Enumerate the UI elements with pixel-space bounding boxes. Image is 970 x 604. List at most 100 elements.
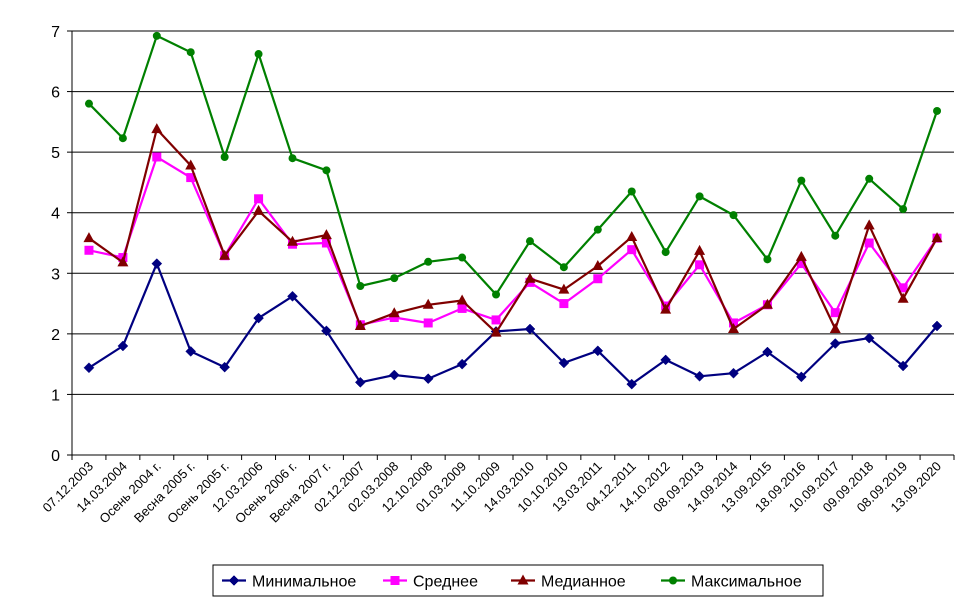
series-2-point [287, 235, 298, 246]
series-0-point [456, 358, 468, 370]
series-2-point [897, 292, 909, 303]
series-0-point [287, 290, 298, 302]
y-tick-label: 4 [51, 206, 60, 223]
y-tick-label: 5 [51, 145, 60, 162]
y-tick-label: 7 [51, 24, 60, 41]
series-0-point [219, 361, 231, 373]
series-3-point [933, 106, 942, 115]
series-0-point [795, 371, 807, 383]
series-3 [84, 31, 942, 299]
series-0-point [321, 325, 332, 337]
series-2-point [524, 272, 536, 283]
legend-swatch-marker [669, 576, 677, 585]
series-1-point [559, 299, 569, 309]
series-3-point [899, 205, 908, 214]
y-tick-label: 2 [51, 327, 60, 344]
series-1-point [830, 308, 840, 318]
series-0-point [592, 345, 604, 357]
series-0-point [660, 354, 672, 366]
legend-label: Максимальное [691, 574, 802, 591]
series-3-point [525, 237, 534, 246]
series-2 [83, 123, 943, 337]
series-1-point [254, 194, 264, 204]
series-1-point [152, 152, 162, 162]
series-2-point [354, 319, 366, 330]
series-3-point [627, 187, 636, 196]
series-0-point [422, 373, 434, 385]
series-3-point [458, 253, 467, 262]
y-axis-ticks: 0 1 2 3 4 5 6 7 [51, 24, 60, 465]
series-0-point [558, 357, 570, 369]
series-1-point [491, 315, 501, 325]
series-3-point [424, 257, 433, 266]
series-0-point [931, 320, 943, 332]
series-0-point [185, 346, 197, 357]
series-3-point [797, 176, 806, 185]
series-2-point [558, 283, 570, 294]
gridlines [72, 30, 954, 395]
series-0-point [253, 312, 264, 324]
series-1-point [864, 238, 874, 248]
y-tick-label: 1 [51, 387, 60, 404]
series-2-point [151, 123, 163, 134]
series-0-point [83, 362, 95, 374]
series-3-point [559, 263, 568, 272]
series-1 [84, 152, 942, 330]
series-2-line [88, 128, 938, 334]
series-3-point [152, 31, 161, 40]
series-1-point [627, 245, 637, 255]
series-3-point [186, 48, 195, 57]
series-2-point [728, 323, 739, 334]
series-2-point [761, 298, 773, 309]
series-2-point [253, 204, 265, 215]
series-0-point [117, 340, 129, 352]
series-2-point [694, 244, 706, 255]
series-0-point [829, 338, 841, 349]
series-0-point [694, 370, 705, 382]
series-3-point [84, 99, 93, 108]
series-3-point [322, 166, 331, 175]
legend-label: Среднее [413, 574, 478, 591]
legend-swatch-marker [517, 574, 529, 585]
series-1-point [321, 238, 331, 248]
series-0-point [897, 360, 909, 372]
series-1-point [898, 283, 908, 293]
series-2-point [931, 232, 943, 243]
series-0-point [354, 376, 366, 388]
series-2-point [592, 260, 604, 271]
series-0 [83, 258, 943, 390]
series-1-point [457, 303, 467, 313]
series-2-point [795, 250, 807, 261]
series-3-point [390, 274, 399, 283]
series-0-line [88, 262, 938, 386]
series-3-point [593, 225, 602, 234]
series-2-point [490, 326, 502, 337]
legend-swatch-marker [228, 575, 240, 586]
y-tick-label: 0 [51, 448, 60, 465]
series-0-point [762, 346, 773, 358]
series-1-point [695, 260, 705, 270]
series-2-point [219, 249, 231, 260]
series-0-point [524, 323, 536, 335]
series-2-point [388, 307, 400, 318]
series-0-point [388, 369, 400, 381]
series-1-point [389, 313, 399, 323]
series-3-point [220, 152, 229, 161]
legend-label: Медианное [541, 574, 626, 591]
series-2-point [83, 232, 95, 243]
series-1-line [88, 155, 938, 326]
series-3-point [288, 154, 297, 163]
series-0-point [151, 258, 163, 269]
series-3-point [695, 192, 704, 201]
legend-swatch-marker [390, 576, 400, 585]
series-2-point [422, 298, 434, 309]
series-2-point [829, 323, 841, 334]
series-3-line [88, 34, 939, 296]
series-3-point [865, 174, 874, 183]
series-layer [83, 31, 943, 390]
y-tick-label: 6 [51, 85, 60, 102]
series-3-point [729, 211, 738, 220]
series-2-point [660, 303, 672, 314]
series-3-point [763, 255, 772, 264]
